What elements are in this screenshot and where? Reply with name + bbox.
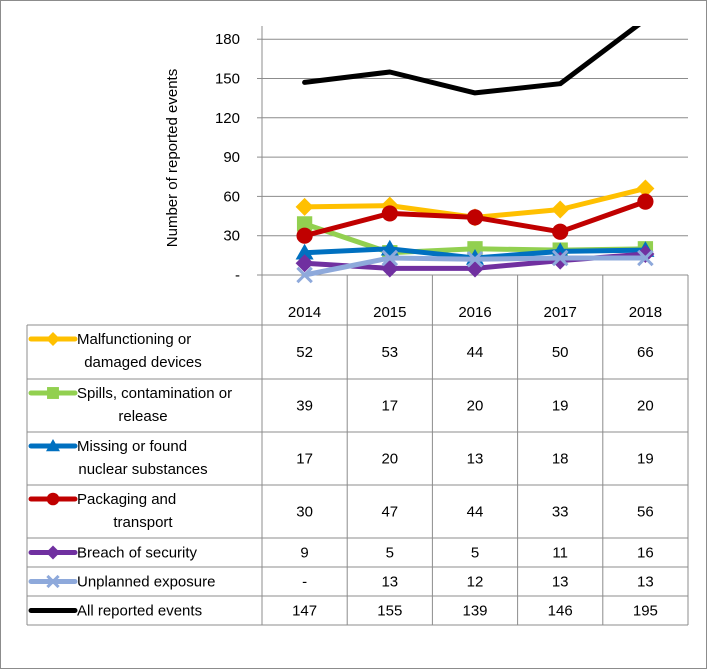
- series-unplanned-exposure: [296, 249, 654, 284]
- table-cell-value: 19: [637, 451, 654, 468]
- row-label: Missing or found: [77, 438, 187, 455]
- data-point: [551, 200, 570, 219]
- table-cell-value: 155: [377, 603, 402, 620]
- data-point: [296, 216, 313, 232]
- series-packaging-and-transport: [296, 193, 654, 244]
- data-point: [295, 243, 314, 260]
- table-cell-value: 53: [381, 344, 398, 361]
- legend-marker: [46, 332, 60, 346]
- data-point: [381, 205, 398, 222]
- legend-key: [28, 387, 78, 399]
- row-label: Spills, contamination or: [77, 385, 232, 402]
- table-cell-value: 20: [467, 398, 484, 415]
- table-cell-value: 5: [386, 545, 394, 562]
- legend-marker: [47, 387, 59, 399]
- data-point: [552, 223, 569, 240]
- table-cell-value: 9: [300, 545, 308, 562]
- data-point: [295, 254, 314, 273]
- table-cell-value: 13: [381, 574, 398, 591]
- table-cell-value: 50: [552, 344, 569, 361]
- data-point: [467, 241, 483, 257]
- legend-marker: [46, 492, 60, 506]
- table-cell-value: 5: [471, 545, 479, 562]
- legend-key: [28, 492, 78, 506]
- table-cell-value: -: [302, 574, 307, 591]
- legend-marker: [46, 545, 60, 560]
- legend-marker: [46, 439, 60, 452]
- table-cell-value: 16: [637, 545, 654, 562]
- data-point: [637, 193, 654, 210]
- legend-marker: [46, 574, 60, 589]
- y-tick-label: 120: [215, 110, 240, 127]
- row-label: release: [118, 408, 167, 425]
- data-point: [296, 227, 313, 244]
- series-all-reported-events: [302, 26, 642, 96]
- row-label: Malfunctioning or: [77, 331, 191, 348]
- row-label: nuclear substances: [78, 461, 207, 478]
- data-point: [636, 245, 655, 264]
- legend-key: [28, 439, 78, 452]
- data-point: [466, 251, 484, 268]
- x-category-label: 2014: [288, 304, 321, 321]
- table-cell-value: 20: [637, 398, 654, 415]
- table-cell-value: 66: [637, 344, 654, 361]
- table-cell-value: 52: [296, 344, 313, 361]
- y-tick-label: 90: [223, 149, 240, 166]
- table-cell-value: 13: [552, 574, 569, 591]
- y-tick-label: -: [235, 267, 240, 284]
- table-cell-value: 18: [552, 451, 569, 468]
- data-point: [551, 249, 569, 267]
- table-cell-value: 13: [637, 574, 654, 591]
- y-tick-label: 30: [223, 228, 240, 245]
- table-cell-value: 30: [296, 504, 313, 521]
- data-point: [636, 179, 655, 198]
- table-cell-value: 11: [552, 545, 568, 562]
- table-cell-value: 33: [552, 504, 569, 521]
- data-point: [637, 249, 654, 267]
- table-cell-value: 17: [381, 398, 398, 415]
- table-cell-value: 19: [552, 398, 569, 415]
- series-line: [302, 26, 642, 96]
- table-cell-value: 13: [467, 451, 484, 468]
- table-cell-value: 17: [296, 451, 313, 468]
- table-cell-value: 146: [548, 603, 573, 620]
- x-category-label: 2017: [544, 304, 577, 321]
- row-label: damaged devices: [84, 354, 202, 371]
- table-cell-value: 20: [381, 451, 398, 468]
- data-point: [296, 266, 313, 284]
- row-label: transport: [113, 514, 173, 531]
- data-point: [466, 209, 484, 226]
- row-label: Unplanned exposure: [77, 574, 215, 591]
- data-point: [381, 249, 399, 267]
- row-label: Packaging and: [77, 491, 176, 508]
- x-category-label: 2016: [458, 304, 491, 321]
- table-cell-value: 44: [467, 504, 484, 521]
- table-cell-value: 56: [637, 504, 654, 521]
- table-cell-value: 44: [467, 344, 484, 361]
- x-category-label: 2015: [373, 304, 406, 321]
- table-cell-value: 12: [467, 574, 484, 591]
- data-point: [295, 197, 314, 216]
- row-label: All reported events: [77, 603, 202, 620]
- plot-area: [295, 26, 655, 284]
- y-tick-label: 180: [215, 31, 240, 48]
- row-label: Breach of security: [77, 545, 198, 562]
- table-cell-value: 47: [381, 504, 398, 521]
- y-axis-label: Number of reported events: [164, 69, 181, 247]
- legend-key: [28, 574, 78, 589]
- table-cell-value: 139: [462, 603, 487, 620]
- table-cell-value: 39: [296, 398, 313, 415]
- table-cell-value: 147: [292, 603, 317, 620]
- legend-key: [28, 332, 78, 346]
- y-tick-label: 60: [223, 188, 240, 205]
- x-category-label: 2018: [629, 304, 662, 321]
- y-tick-label: 150: [215, 71, 240, 88]
- legend-key: [28, 545, 78, 560]
- table-cell-value: 195: [633, 603, 658, 620]
